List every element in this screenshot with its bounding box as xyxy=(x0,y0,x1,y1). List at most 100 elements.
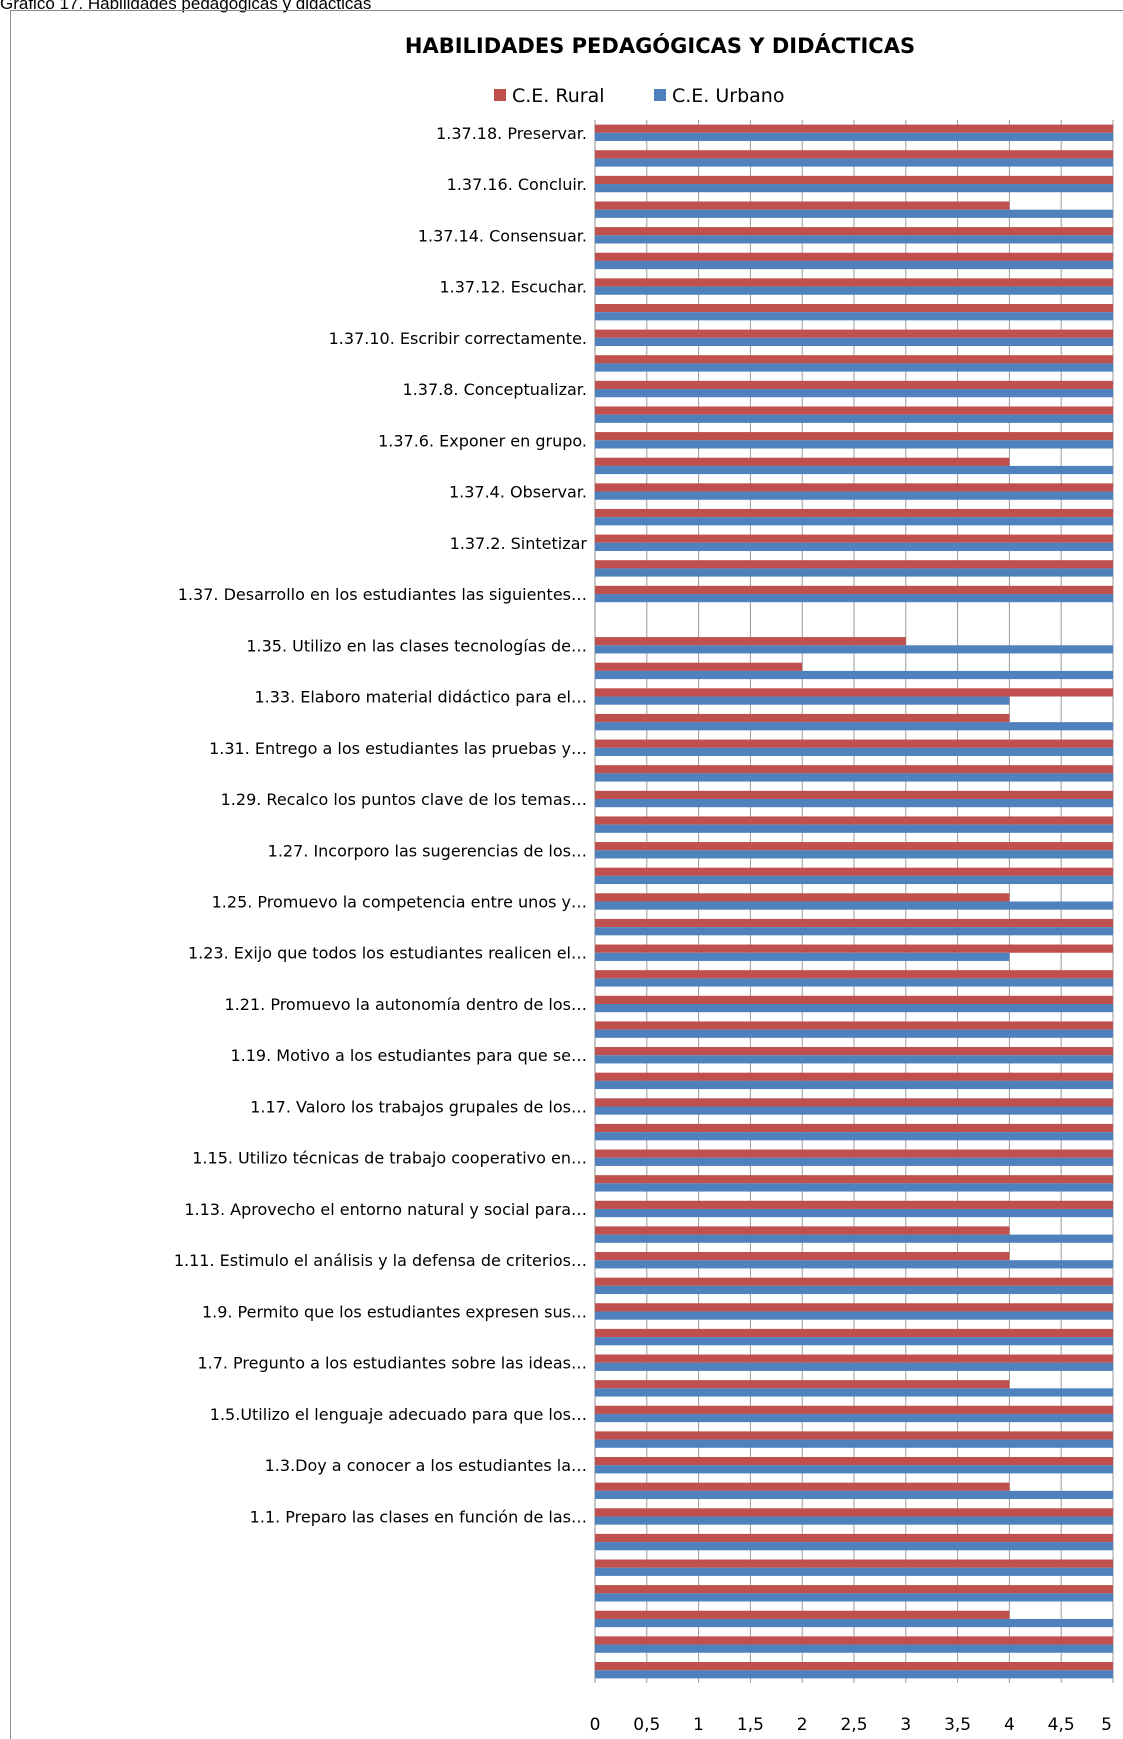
bar-rural xyxy=(595,918,1113,928)
bar-rural xyxy=(595,1636,1113,1645)
bar-rural xyxy=(595,124,1113,133)
bar-rural xyxy=(595,150,1113,159)
bar-urbano xyxy=(595,773,1113,782)
bar-urbano xyxy=(595,670,1113,680)
x-tick-label: 4 xyxy=(1004,1715,1015,1735)
x-tick-label: 2,5 xyxy=(840,1715,867,1735)
x-tick-label: 1 xyxy=(693,1715,704,1735)
bar-urbano xyxy=(595,850,1113,859)
bar-urbano xyxy=(595,363,1113,372)
bar-urbano xyxy=(595,1183,1113,1192)
bar-rural xyxy=(595,303,1113,313)
bar-rural xyxy=(595,1277,1113,1286)
bar-rural xyxy=(595,1354,1113,1363)
bar-rural xyxy=(595,1175,1113,1184)
bar-urbano xyxy=(595,1311,1113,1320)
bar-rural xyxy=(595,457,1010,466)
category-label: 1.37.6. Exponer en grupo. xyxy=(378,431,587,450)
bar-rural xyxy=(595,1200,1113,1209)
category-label: 1.37.12. Escuchar. xyxy=(439,278,587,297)
bar-rural xyxy=(595,970,1113,979)
bar-rural xyxy=(595,1533,1113,1543)
bar-rural xyxy=(595,688,1113,697)
bar-rural xyxy=(595,995,1113,1004)
legend-label-urbano: C.E. Urbano xyxy=(672,85,784,107)
bar-urbano xyxy=(595,1670,1113,1679)
category-label: 1.19. Motivo a los estudiantes para que … xyxy=(230,1046,587,1065)
bar-urbano xyxy=(595,927,1113,936)
bar-rural xyxy=(595,1405,1113,1414)
chart-title: HABILIDADES PEDAGÓGICAS Y DIDÁCTICAS xyxy=(405,33,915,58)
bar-urbano xyxy=(595,1388,1113,1397)
bar-urbano xyxy=(595,1003,1113,1013)
bar-rural xyxy=(595,1661,1113,1671)
bar-urbano xyxy=(595,1106,1113,1115)
x-tick-label: 0 xyxy=(590,1715,601,1735)
bar-rural xyxy=(595,329,1113,338)
bar-rural xyxy=(595,1328,1113,1338)
bar-urbano xyxy=(595,1055,1113,1064)
bar-rural xyxy=(595,1149,1113,1158)
bar-rural xyxy=(595,790,1113,800)
category-label: 1.11. Estimulo el análisis y la defensa … xyxy=(174,1251,587,1270)
category-label: 1.33. Elaboro material didáctico para el… xyxy=(254,688,587,707)
category-label: 1.5.Utilizo el lenguaje adecuado para qu… xyxy=(210,1405,587,1424)
bar-rural xyxy=(595,1252,1010,1261)
bar-urbano xyxy=(595,132,1113,142)
bar-rural xyxy=(595,1380,1010,1389)
bar-rural xyxy=(595,765,1113,774)
category-label: 1.7. Pregunto a los estudiantes sobre la… xyxy=(197,1354,587,1373)
bar-rural xyxy=(595,1226,1010,1235)
bar-urbano xyxy=(595,337,1113,346)
category-label: 1.37.16. Concluir. xyxy=(447,175,587,194)
category-label: 1.37.2. Sintetizar xyxy=(450,534,588,553)
bar-urbano xyxy=(595,158,1113,167)
bar-urbano xyxy=(595,1567,1113,1576)
category-label: 1.31. Entrego a los estudiantes las prue… xyxy=(209,739,587,758)
bar-urbano xyxy=(595,1465,1113,1474)
bar-urbano xyxy=(595,209,1113,218)
legend: C.E. Rural C.E. Urbano xyxy=(494,85,784,107)
bar-rural xyxy=(595,483,1113,492)
bar-rural xyxy=(595,713,1010,723)
bar-urbano xyxy=(595,824,1113,833)
bar-rural xyxy=(595,1610,1010,1619)
bar-urbano xyxy=(595,594,1113,603)
bar-rural xyxy=(595,406,1113,415)
bar-rural xyxy=(595,278,1113,287)
x-tick-label: 3 xyxy=(900,1715,911,1735)
bar-rural xyxy=(595,867,1113,876)
category-label: 1.35. Utilizo en las clases tecnologías … xyxy=(246,636,587,655)
category-label: 1.37.10. Escribir correctamente. xyxy=(329,329,587,348)
category-labels: 1.37.18. Preservar. 1.37.16. Concluir. 1.3… xyxy=(174,124,588,1527)
category-label: 1.1. Preparo las clases en función de la… xyxy=(250,1507,587,1526)
bar-urbano xyxy=(595,1439,1113,1448)
bar-rural xyxy=(595,662,803,671)
bar-rural xyxy=(595,560,1113,569)
bar-urbano xyxy=(595,978,1113,987)
bar-rural xyxy=(595,816,1113,825)
category-label: 1.17. Valoro los trabajos grupales de lo… xyxy=(250,1097,587,1116)
bar-rural xyxy=(595,637,906,646)
figure-caption: Grafico 17. Habilidades pedagógicas y di… xyxy=(0,0,372,13)
bar-rural xyxy=(595,585,1113,595)
bar-rural xyxy=(595,175,1113,185)
bar-rural xyxy=(595,944,1113,953)
bar-urbano xyxy=(595,1337,1113,1346)
bars-group xyxy=(595,124,1113,1679)
bar-urbano xyxy=(595,1542,1113,1551)
bar-urbano xyxy=(595,414,1113,423)
category-label: 1.37.18. Preservar. xyxy=(436,124,587,143)
category-label: 1.21. Promuevo la autonomía dentro de lo… xyxy=(225,995,587,1014)
bar-rural xyxy=(595,508,1113,518)
category-label: 1.37.8. Conceptualizar. xyxy=(403,380,587,399)
bar-urbano xyxy=(595,286,1113,295)
bar-urbano xyxy=(595,1413,1113,1423)
bar-urbano xyxy=(595,1157,1113,1166)
bar-urbano xyxy=(595,1362,1113,1371)
bar-rural xyxy=(595,1482,1010,1491)
bar-urbano xyxy=(595,312,1113,321)
bar-rural xyxy=(595,1303,1113,1312)
bar-urbano xyxy=(595,465,1113,475)
